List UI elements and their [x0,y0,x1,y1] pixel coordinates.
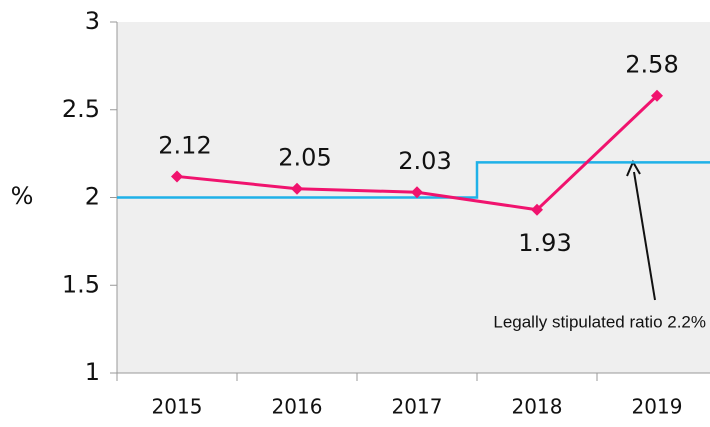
x-tick-label: 2015 [152,395,203,419]
reference-line [117,161,710,199]
data-label: 1.93 [518,229,571,257]
x-tick-label: 2017 [392,395,443,419]
annotation: Legally stipulated ratio 2.2% [493,312,706,331]
x-tick-label: 2016 [272,395,323,419]
y-tick-label: 3 [85,7,100,35]
x-tick-label: 2018 [512,395,563,419]
marker [651,89,663,102]
annotation-arrow [633,171,656,301]
y-axis-label: % [11,182,34,210]
data-label: 2.05 [278,144,331,172]
y-tick-label: 1.5 [62,270,100,298]
x-tick-label: 2019 [632,395,683,419]
data-label: 2.58 [625,51,678,79]
marker [411,186,423,199]
y-tick-label: 1 [85,358,100,386]
data-label: 2.03 [398,147,451,175]
marker [171,170,183,183]
y-tick-label: 2.5 [62,95,100,123]
marker [531,203,543,216]
marker [291,182,303,195]
y-tick-label: 2 [85,183,100,211]
data-label: 2.12 [158,131,211,159]
